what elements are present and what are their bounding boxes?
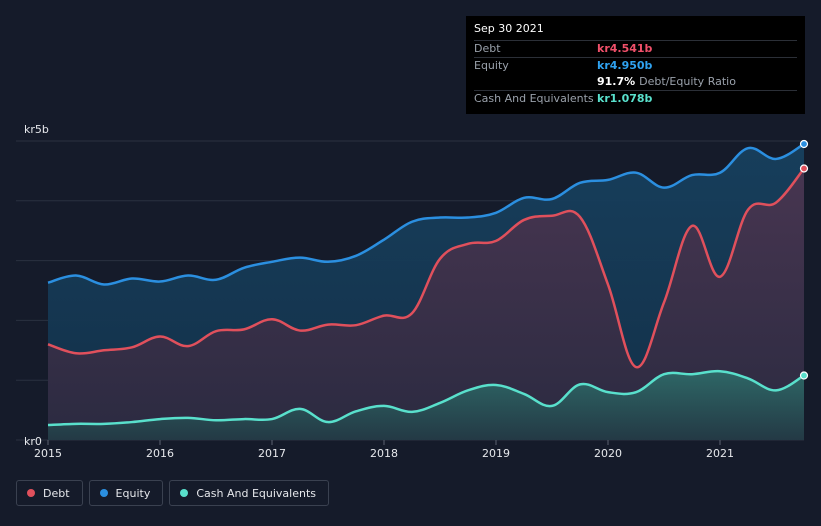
tooltip-date: Sep 30 2021 bbox=[474, 22, 544, 35]
legend-item-cash[interactable]: Cash And Equivalents bbox=[169, 480, 329, 506]
tooltip-value: kr4.950b bbox=[597, 59, 653, 72]
tooltip-panel: Sep 30 2021 Debt kr4.541b Equity kr4.950… bbox=[466, 16, 805, 114]
cash-and-equivalents-area bbox=[48, 371, 804, 440]
tooltip-label: Debt bbox=[474, 42, 501, 55]
tooltip-label bbox=[474, 74, 597, 90]
legend-dot-icon bbox=[99, 489, 108, 497]
x-tick-label: 2021 bbox=[706, 447, 734, 460]
tooltip-row-equity: Equity kr4.950b bbox=[474, 57, 797, 74]
y-tick-label: kr0 bbox=[24, 435, 42, 448]
y-axis-ticks: kr0 kr5b bbox=[24, 123, 49, 448]
equity-line bbox=[47, 142, 805, 286]
x-tick-label: 2016 bbox=[146, 447, 174, 460]
legend-item-equity[interactable]: Equity bbox=[88, 480, 164, 506]
debt-endpoint bbox=[799, 164, 809, 173]
cash-and-equivalents-endpoint bbox=[799, 371, 809, 380]
tooltip-value: 91.7% bbox=[597, 75, 636, 88]
y-tick-label: kr5b bbox=[24, 123, 49, 136]
x-tick-label: 2017 bbox=[258, 447, 286, 460]
tooltip-row-debt: Debt kr4.541b bbox=[474, 40, 797, 57]
x-tick-label: 2020 bbox=[594, 447, 622, 460]
legend-label: Cash And Equivalents bbox=[196, 486, 316, 500]
x-tick-label: 2015 bbox=[34, 447, 62, 460]
legend-label: Equity bbox=[115, 486, 151, 500]
legend-dot-icon bbox=[27, 489, 35, 497]
legend-item-debt[interactable]: Debt bbox=[16, 480, 83, 506]
x-tick-label: 2018 bbox=[370, 447, 398, 460]
series-areas bbox=[48, 143, 804, 441]
tooltip-value: kr4.541b bbox=[597, 42, 653, 55]
tooltip-ratio-label: Debt/Equity Ratio bbox=[639, 75, 736, 88]
equity-endpoint bbox=[799, 139, 809, 149]
tooltip-row-ratio: 91.7% Debt/Equity Ratio bbox=[474, 74, 797, 90]
tooltip-row-cash: Cash And Equivalents kr1.078b bbox=[474, 90, 797, 107]
debt-line bbox=[47, 167, 805, 369]
x-tick-label: 2019 bbox=[482, 447, 510, 460]
tooltip-label: Cash And Equivalents bbox=[474, 92, 594, 105]
legend: Debt Equity Cash And Equivalents bbox=[16, 480, 329, 506]
tooltip-value: kr1.078b bbox=[597, 92, 653, 105]
legend-dot-icon bbox=[180, 489, 189, 497]
x-axis-ticks: 2015 2016 2017 2018 2019 2020 2021 bbox=[34, 440, 734, 460]
legend-label: Debt bbox=[43, 486, 70, 500]
tooltip-label: Equity bbox=[474, 59, 509, 72]
series-lines bbox=[47, 142, 805, 427]
series-endpoints bbox=[799, 139, 809, 380]
cash-and-equivalents-line bbox=[47, 369, 805, 427]
debt-area bbox=[48, 168, 804, 440]
